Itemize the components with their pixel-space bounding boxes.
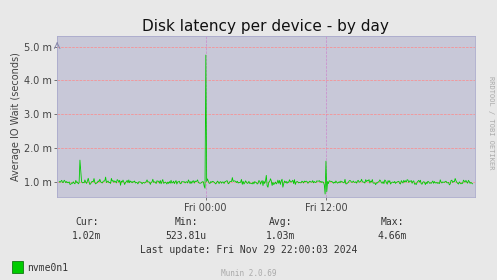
Text: RRDTOOL / TOBI OETIKER: RRDTOOL / TOBI OETIKER	[488, 76, 494, 170]
Text: nvme0n1: nvme0n1	[27, 263, 69, 273]
Y-axis label: Average IO Wait (seconds): Average IO Wait (seconds)	[11, 52, 21, 181]
Text: Last update: Fri Nov 29 22:00:03 2024: Last update: Fri Nov 29 22:00:03 2024	[140, 245, 357, 255]
Text: Cur:: Cur:	[75, 217, 99, 227]
Title: Disk latency per device - by day: Disk latency per device - by day	[143, 19, 389, 34]
Text: Min:: Min:	[174, 217, 198, 227]
Text: 1.02m: 1.02m	[72, 231, 102, 241]
Text: 1.03m: 1.03m	[266, 231, 296, 241]
Text: 523.81u: 523.81u	[166, 231, 207, 241]
Text: Max:: Max:	[381, 217, 405, 227]
Text: 4.66m: 4.66m	[378, 231, 408, 241]
Text: Avg:: Avg:	[269, 217, 293, 227]
Text: Munin 2.0.69: Munin 2.0.69	[221, 269, 276, 278]
